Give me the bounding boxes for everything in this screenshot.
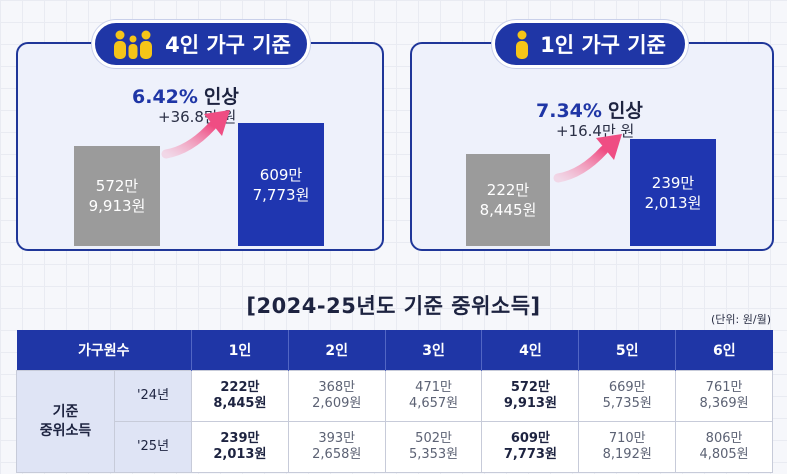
header-col: 1인 bbox=[191, 330, 289, 371]
cell-amount: 609만 bbox=[510, 431, 550, 446]
row-group-label-line2: 중위소득 bbox=[39, 422, 92, 439]
table-cell: 669만 5,735원 bbox=[578, 370, 677, 422]
table-cell: 502만 5,353원 bbox=[384, 421, 483, 473]
header-col: 4인 bbox=[481, 330, 580, 371]
table-cell: 710만 8,192원 bbox=[578, 421, 677, 473]
increase-arrow-icon bbox=[553, 134, 622, 183]
cell-amount: 761만 bbox=[705, 380, 743, 395]
row-group-label: 기준 중위소득 bbox=[16, 370, 115, 473]
household-4-title-pill: 4인 가구 기준 bbox=[92, 20, 310, 68]
bar-label-amount: 572만 bbox=[95, 177, 139, 195]
table-cell: 222만 8,445원 bbox=[191, 370, 289, 422]
household-1-bar-2025: 239만 2,013원 bbox=[630, 139, 716, 246]
cell-won: 2,658원 bbox=[312, 447, 362, 462]
household-4-rate: 6.42% 인상 bbox=[132, 82, 239, 109]
bar-label-won: 9,913원 bbox=[88, 197, 146, 215]
table-cell: 806만 4,805원 bbox=[675, 421, 773, 473]
bar-label-amount: 222만 bbox=[486, 181, 530, 199]
cell-amount: 471만 bbox=[415, 380, 452, 395]
household-1-bar-2024: 222만 8,445원 bbox=[466, 154, 550, 246]
cell-amount: 669만 bbox=[608, 380, 646, 395]
row-year: '24년 bbox=[114, 370, 192, 422]
bar-label-won: 7,773원 bbox=[252, 185, 310, 204]
cell-won: 2,609원 bbox=[312, 396, 362, 411]
cell-amount: 222만 bbox=[220, 380, 260, 395]
cell-won: 2,013원 bbox=[213, 447, 267, 462]
header-col: 5인 bbox=[578, 330, 677, 371]
cell-amount: 710만 bbox=[608, 431, 646, 446]
header-household-size: 가구원수 bbox=[16, 330, 192, 371]
table-cell: 609만 7,773원 bbox=[481, 421, 580, 473]
cell-won: 4,657원 bbox=[408, 396, 459, 411]
table-cell: 393만 2,658원 bbox=[287, 421, 386, 473]
table-cell: 471만 4,657원 bbox=[384, 370, 483, 422]
table-cell: 368만 2,609원 bbox=[287, 370, 386, 422]
household-1-rate-word: 인상 bbox=[607, 100, 643, 122]
household-4-title: 4인 가구 기준 bbox=[165, 33, 291, 57]
table-cell: 572만 9,913원 bbox=[481, 370, 580, 422]
bar-label-won: 8,445원 bbox=[479, 201, 537, 219]
median-income-table: 가구원수 1인 2인 3인 4인 5인 6인 기준 중위소득 '24년 222만… bbox=[16, 330, 773, 473]
cell-won: 5,353원 bbox=[408, 447, 459, 462]
cell-amount: 368만 bbox=[318, 380, 356, 395]
household-1-rate-value: 7.34% bbox=[536, 100, 602, 122]
cell-won: 4,805원 bbox=[699, 447, 749, 462]
cell-won: 7,773원 bbox=[503, 447, 557, 462]
household-1-rate: 7.34% 인상 bbox=[536, 96, 643, 123]
household-1-title-pill: 1인 가구 기준 bbox=[492, 20, 688, 68]
table-cell: 761만 8,369원 bbox=[675, 370, 773, 422]
household-4-bar-2024: 572만 9,913원 bbox=[74, 146, 160, 246]
household-4-rate-value: 6.42% bbox=[132, 86, 198, 108]
table-title: [2024-25년도 기준 중위소득] bbox=[246, 294, 541, 318]
person-icon bbox=[514, 29, 530, 59]
cell-won: 8,369원 bbox=[699, 396, 749, 411]
header-col: 2인 bbox=[288, 330, 386, 371]
header-col: 3인 bbox=[385, 330, 483, 371]
cell-amount: 572만 bbox=[510, 380, 550, 395]
bar-label-amount: 609만 bbox=[259, 165, 303, 184]
table-cell: 239만 2,013원 bbox=[191, 421, 289, 473]
cell-won: 8,192원 bbox=[602, 447, 652, 462]
row-year: '25년 bbox=[114, 421, 192, 473]
household-4-rate-word: 인상 bbox=[203, 86, 239, 108]
table-header-row: 가구원수 1인 2인 3인 4인 5인 6인 bbox=[16, 330, 773, 371]
table-row: '25년 239만 2,013원 393만 2,658원 502만 5,353원 60… bbox=[17, 421, 773, 473]
household-4-bar-2025: 609만 7,773원 bbox=[238, 123, 324, 246]
header-col: 6인 bbox=[675, 330, 773, 371]
household-1-title: 1인 가구 기준 bbox=[540, 33, 666, 57]
cell-won: 8,445원 bbox=[213, 396, 267, 411]
bar-label-amount: 239만 bbox=[651, 173, 695, 192]
row-group-label-line1: 기준 bbox=[52, 403, 79, 420]
cell-won: 9,913원 bbox=[503, 396, 557, 411]
cell-amount: 806만 bbox=[705, 431, 743, 446]
table-row: 기준 중위소득 '24년 222만 8,445원 368만 2,609원 471만 4… bbox=[16, 370, 773, 473]
cell-amount: 239만 bbox=[220, 431, 260, 446]
family-icon bbox=[111, 29, 155, 59]
cell-won: 5,735원 bbox=[602, 396, 652, 411]
bar-label-won: 2,013원 bbox=[644, 193, 702, 212]
cell-amount: 502만 bbox=[415, 431, 452, 446]
increase-arrow-icon bbox=[161, 110, 230, 159]
table-unit: (단위: 원/월) bbox=[711, 313, 771, 326]
cell-amount: 393만 bbox=[318, 431, 356, 446]
